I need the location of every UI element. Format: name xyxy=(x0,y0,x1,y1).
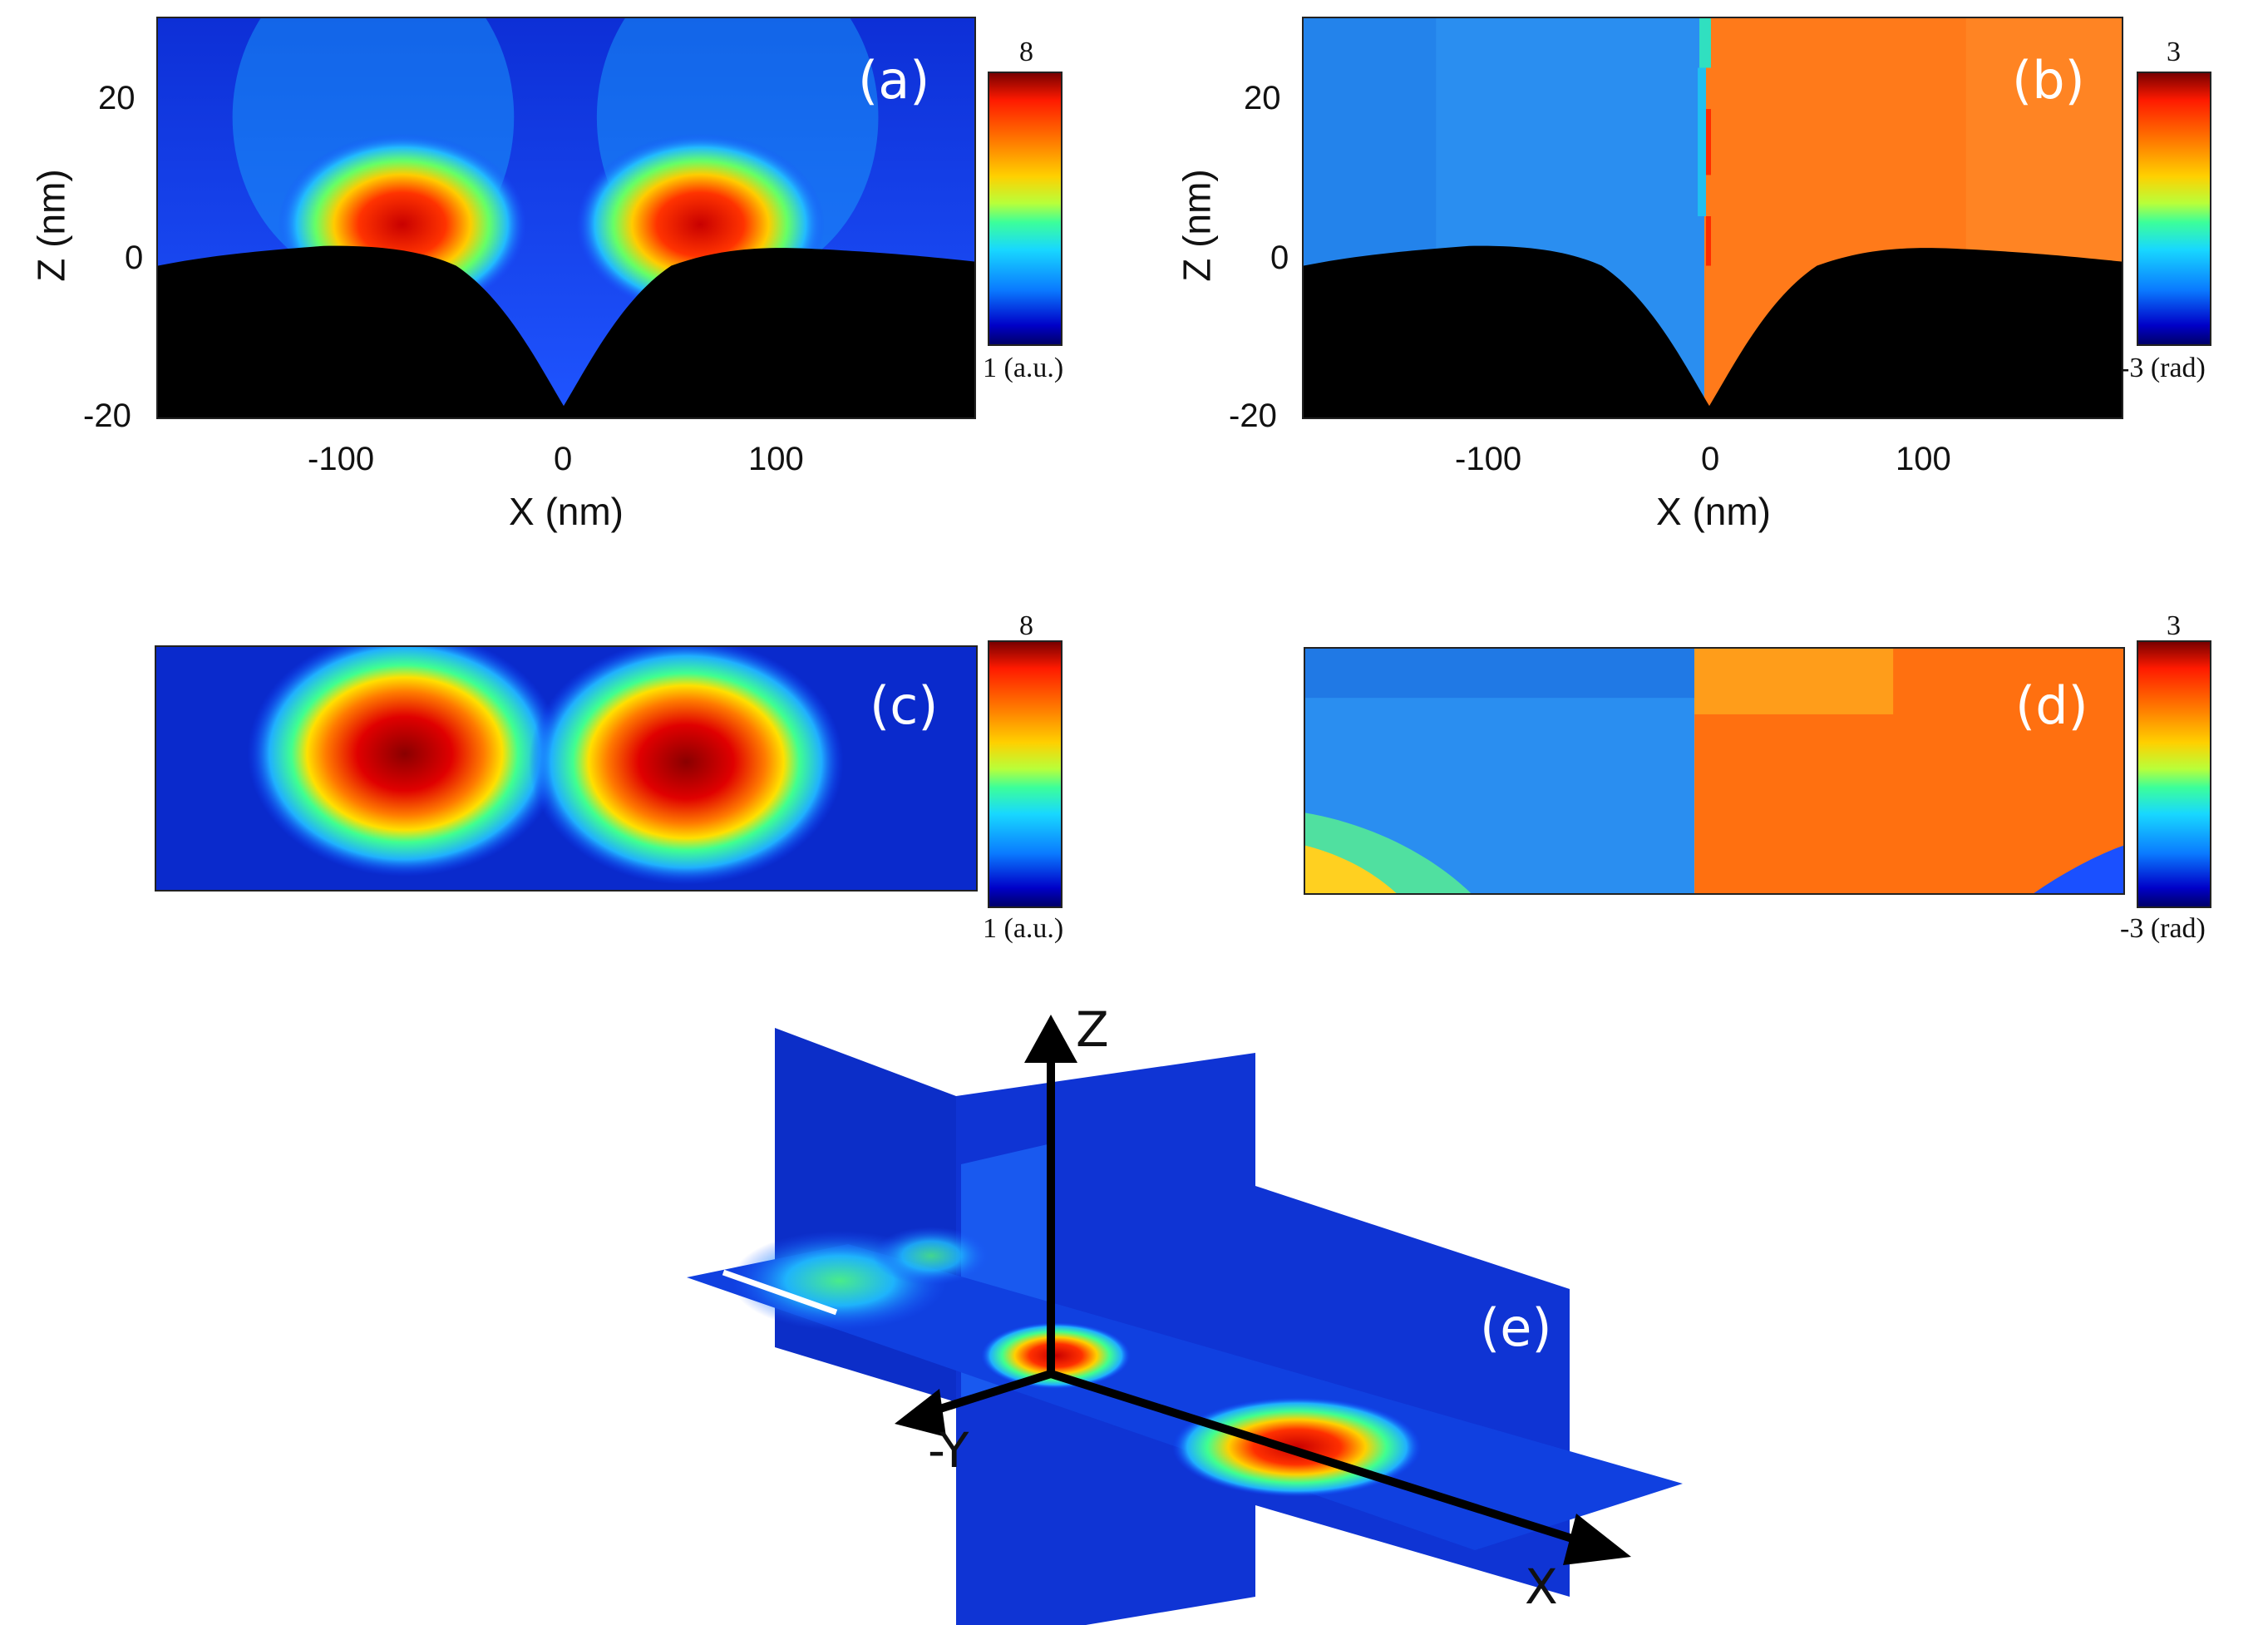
panel-e-axis-y-label: -Y xyxy=(928,1422,969,1479)
panel-b-ytick-20: 20 xyxy=(1244,80,1281,116)
panel-a: (a) 20 0 -20 Z (nm) -100 0 100 X (nm) 8 … xyxy=(0,0,1114,566)
panel-b-xtick-neg100: -100 xyxy=(1455,441,1522,477)
panel-e-x-arrow-icon xyxy=(1563,1514,1631,1565)
panel-b-xtick-100: 100 xyxy=(1896,441,1951,477)
panel-c: (c) 8 1 (a.u.) xyxy=(0,610,1114,965)
panel-b-cbar-bottom: -3 (rad) xyxy=(2120,353,2206,383)
panel-e-floor-slice xyxy=(687,1244,1683,1550)
panel-b-xlabel: X (nm) xyxy=(1656,490,1771,533)
panel-d-cbar-top: 3 xyxy=(2167,610,2181,641)
panel-a-field-map xyxy=(158,18,974,417)
panel-a-colorbar xyxy=(988,72,1063,346)
panel-b-image xyxy=(1302,17,2123,419)
panel-b-xtick-0: 0 xyxy=(1701,441,1720,477)
panel-e-y-arrow-icon xyxy=(895,1389,946,1437)
panel-b-colorbar xyxy=(2137,72,2211,346)
panel-a-label: (a) xyxy=(858,50,930,111)
panel-c-field-map xyxy=(156,647,976,890)
panel-a-cbar-bottom: 1 (a.u.) xyxy=(983,353,1064,383)
panel-b-label: (b) xyxy=(2012,50,2085,111)
panel-c-image xyxy=(155,645,978,892)
panel-a-xtick-neg100: -100 xyxy=(308,441,375,477)
panel-d-image xyxy=(1304,647,2125,895)
panel-a-ylabel: Z (nm) xyxy=(29,169,73,282)
panel-b-phase-map xyxy=(1304,18,2122,417)
panel-a-image xyxy=(156,17,976,419)
panel-e-axis-z-label: Z xyxy=(1076,1001,1109,1058)
panel-d-label: (d) xyxy=(2015,675,2088,736)
panel-e-y-axis xyxy=(928,1370,1053,1416)
panel-a-xtick-0: 0 xyxy=(554,441,573,477)
panel-e-3d-slices xyxy=(687,1015,1683,1625)
panel-e-z-arrow-icon xyxy=(1024,1015,1077,1063)
panel-a-xlabel: X (nm) xyxy=(509,490,624,533)
panel-d-phase-map xyxy=(1305,649,2123,893)
panel-e-scale-bar xyxy=(722,1269,838,1316)
panel-b: (b) 20 0 -20 Z (nm) -100 0 100 X (nm) 3 … xyxy=(1151,0,2268,566)
panel-d: (d) 3 -3 (rad) xyxy=(1151,610,2268,965)
panel-d-colorbar xyxy=(2137,640,2211,908)
panel-c-label: (c) xyxy=(870,675,939,736)
panel-d-cbar-bottom: -3 (rad) xyxy=(2120,913,2206,944)
panel-c-cbar-bottom: 1 (a.u.) xyxy=(983,913,1064,944)
panel-a-ytick-20: 20 xyxy=(98,80,136,116)
panel-b-ylabel: Z (nm) xyxy=(1175,169,1219,282)
panel-e-axis-x-label: X xyxy=(1525,1558,1558,1615)
panel-c-cbar-top: 8 xyxy=(1019,610,1033,641)
panel-a-xtick-100: 100 xyxy=(748,441,804,477)
panel-b-cbar-top: 3 xyxy=(2167,37,2181,67)
panel-a-ytick-neg20: -20 xyxy=(83,398,131,434)
panel-b-ytick-neg20: -20 xyxy=(1229,398,1277,434)
panel-e: (e) Z -Y X xyxy=(0,998,2268,1625)
panel-b-ytick-0: 0 xyxy=(1270,240,1289,276)
panel-c-colorbar xyxy=(988,640,1063,908)
panel-a-ytick-0: 0 xyxy=(125,240,144,276)
panel-a-cbar-top: 8 xyxy=(1019,37,1033,67)
panel-e-label: (e) xyxy=(1480,1297,1552,1358)
panel-e-x-axis xyxy=(1049,1370,1590,1548)
